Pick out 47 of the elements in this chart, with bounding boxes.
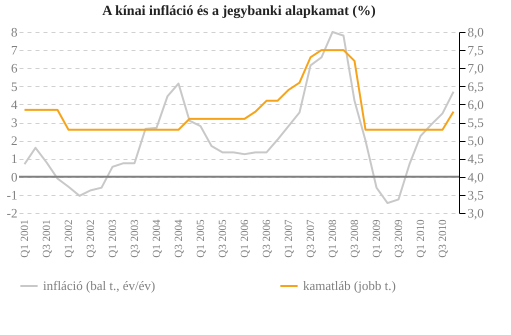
x-tick-label: Q3 2005	[217, 219, 229, 258]
y2-tick-label: 4,5	[468, 151, 484, 166]
y-tick-label: 8	[11, 24, 18, 40]
x-tick-label: Q1 2005	[195, 219, 207, 258]
x-tick-label: Q1 2009	[371, 219, 383, 258]
y-tick-label: 0	[11, 169, 18, 184]
line-series	[24, 31, 454, 204]
y2-tick-label: 6,5	[468, 78, 484, 94]
y2-tick-label: 3,5	[468, 187, 484, 202]
x-tick-label: Q1 2003	[107, 219, 119, 258]
y2-tick-label: 8,0	[468, 24, 484, 40]
y-tick-label: 5	[11, 78, 18, 94]
x-tick-label: Q3 2007	[305, 219, 317, 258]
y2-tick-label: 3,0	[468, 206, 484, 220]
x-tick-label: Q1 2004	[151, 219, 163, 258]
y2-tick-label: 5,0	[468, 133, 484, 148]
legend-label: kamatláb (jobb t.)	[303, 278, 396, 293]
x-tick-label: Q3 2004	[173, 219, 185, 258]
x-tick-label: Q1 2010	[415, 219, 427, 258]
y-tick-label: 1	[11, 151, 18, 166]
x-tick-label: Q3 2002	[85, 220, 97, 258]
x-tick-label: Q1 2008	[327, 219, 339, 258]
y-tick-label: 2	[11, 133, 18, 148]
chart-title: A kínai infláció és a jegybanki alapkamat (%)	[102, 4, 376, 19]
y-tick-label: 6	[11, 60, 18, 76]
x-tick-label: Q3 2001	[41, 220, 53, 258]
y-tick-label: 4	[11, 96, 18, 112]
line-series	[24, 49, 454, 131]
y-tick-label: 7	[11, 42, 18, 58]
y2-tick-label: 7,0	[468, 60, 484, 76]
y-tick-label: -1	[6, 187, 18, 202]
x-tick-label: Q3 2003	[129, 219, 141, 258]
y-tick-label: -2	[6, 206, 18, 220]
x-tick-label: Q1 2006	[239, 219, 251, 258]
x-tick-label: Q3 2009	[393, 219, 405, 258]
x-tick-label: Q3 2008	[349, 219, 361, 258]
x-tick-label: Q1 2001	[19, 220, 31, 258]
y2-tick-label: 4,0	[468, 169, 484, 184]
x-tick-label: Q1 2007	[283, 219, 295, 258]
x-tick-label: Q3 2010	[437, 219, 449, 258]
x-tick-label: Q1 2002	[63, 220, 75, 258]
y-tick-label: 3	[11, 115, 18, 130]
y2-tick-label: 5,5	[468, 115, 484, 130]
legend-label: infláció (bal t., év/év)	[43, 278, 156, 293]
y2-tick-label: 7,5	[468, 42, 484, 58]
x-tick-label: Q3 2006	[261, 219, 273, 258]
y2-tick-label: 6,0	[468, 96, 484, 112]
